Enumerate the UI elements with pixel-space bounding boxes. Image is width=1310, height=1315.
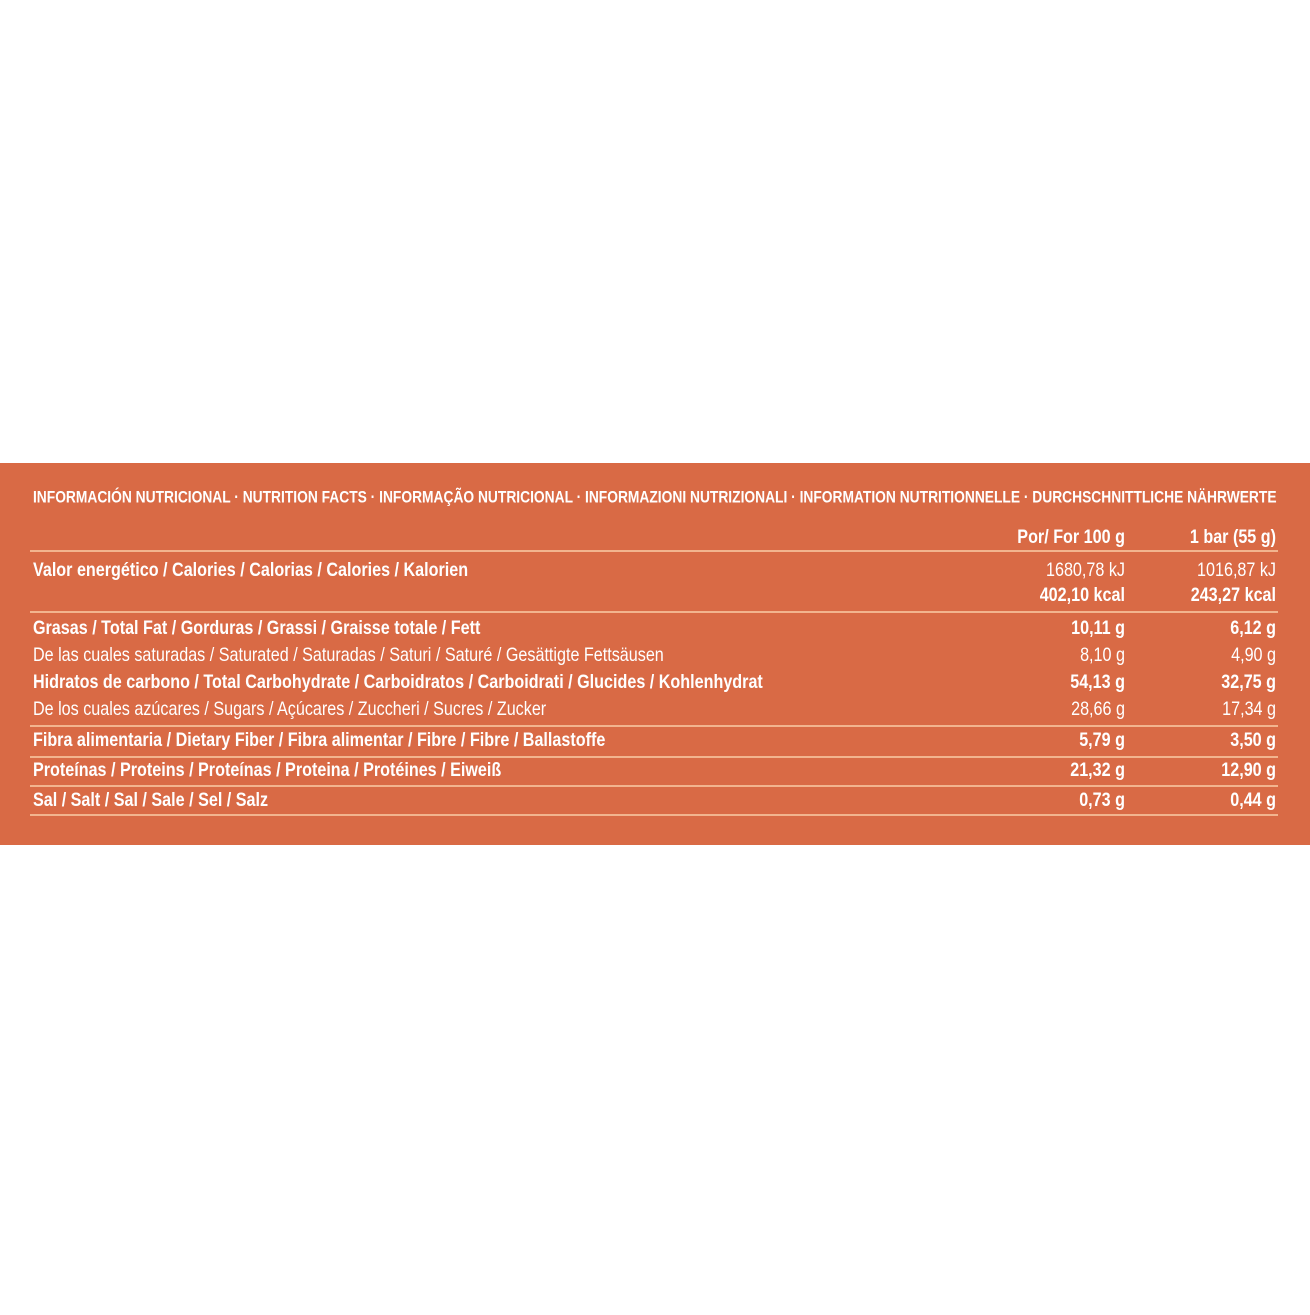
cell: 21,32 g — [1070, 759, 1125, 781]
row-label: Hidratos de carbono / Total Carbohydrate… — [33, 671, 763, 693]
cell: 0,44 g — [1230, 789, 1276, 811]
cell: 32,75 g — [1221, 671, 1276, 693]
cell: 402,10 kcal — [1040, 584, 1125, 606]
row-label: Fibra alimentaria / Dietary Fiber / Fibr… — [33, 729, 606, 751]
row-label: Proteínas / Proteins / Proteínas / Prote… — [33, 759, 501, 781]
cell: 3,50 g — [1230, 729, 1276, 751]
cell: 6,12 g — [1230, 617, 1276, 639]
cell: 4,90 g — [1231, 644, 1276, 666]
cell: 28,66 g — [1071, 698, 1125, 720]
row-label: Sal / Salt / Sal / Sale / Sel / Salz — [33, 789, 268, 811]
title: INFORMACIÓN NUTRICIONAL · NUTRITION FACT… — [33, 485, 1277, 507]
cell: 8,10 g — [1080, 644, 1125, 666]
row-label: De los cuales azúcares / Sugars / Açúcar… — [33, 698, 546, 720]
cell: 0,73 g — [1079, 789, 1125, 811]
cell: 5,79 g — [1079, 729, 1125, 751]
cell: 243,27 kcal — [1191, 584, 1276, 606]
cell: 54,13 g — [1070, 671, 1125, 693]
panel — [0, 463, 1310, 845]
cell: 1016,87 kJ — [1197, 559, 1276, 581]
column-header: 1 bar (55 g) — [1190, 526, 1276, 548]
row-label: Valor energético / Calories / Calorias /… — [33, 559, 468, 581]
cell: 1680,78 kJ — [1046, 559, 1125, 581]
cell: 10,11 g — [1071, 617, 1125, 639]
cell: 12,90 g — [1221, 759, 1276, 781]
cell: 17,34 g — [1222, 698, 1276, 720]
column-header: Por/ For 100 g — [1017, 526, 1125, 548]
row-label: Grasas / Total Fat / Gorduras / Grassi /… — [33, 617, 480, 639]
row-label: De las cuales saturadas / Saturated / Sa… — [33, 644, 664, 666]
